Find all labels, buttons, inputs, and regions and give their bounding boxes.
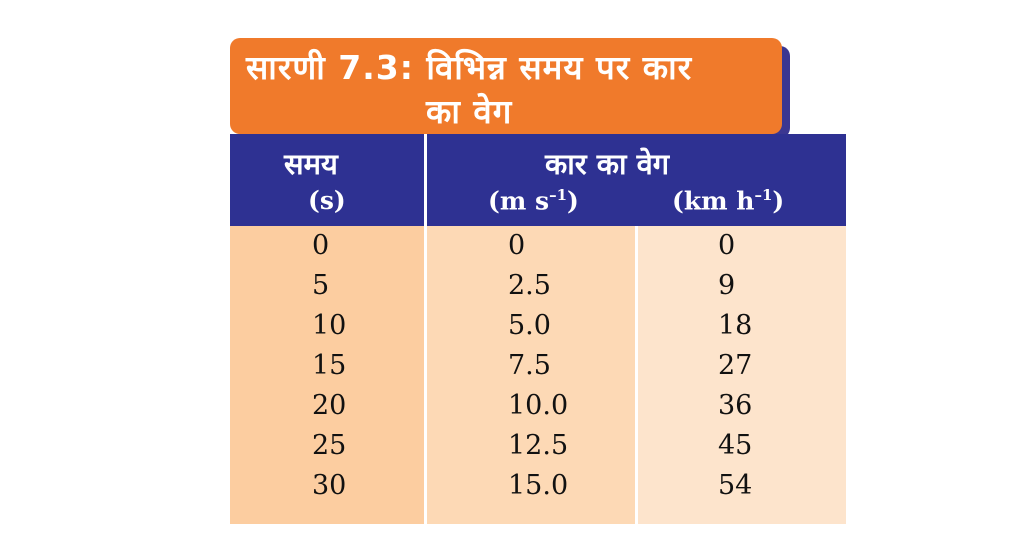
table-cell: 25 — [312, 430, 347, 461]
table-cell: 18 — [718, 310, 753, 341]
header-velocity-label: कार का वेग — [545, 147, 670, 181]
table-cell: 5 — [312, 270, 330, 301]
table-cell: 15 — [312, 350, 347, 381]
header-time-label: समय — [284, 147, 338, 181]
column-velocity-ms — [427, 226, 635, 524]
table-cell: 9 — [718, 270, 736, 301]
table-cell: 2.5 — [508, 270, 551, 301]
column-time — [230, 226, 424, 524]
table-cell: 27 — [718, 350, 753, 381]
header-divider — [424, 134, 427, 226]
table-cell: 54 — [718, 470, 753, 501]
table-cell: 30 — [312, 470, 347, 501]
column-velocity-kmh — [638, 226, 846, 524]
header-unit-kmh: (km h–1) — [672, 186, 785, 216]
table-cell: 12.5 — [508, 430, 569, 461]
table-cell: 45 — [718, 430, 753, 461]
table-cell: 7.5 — [508, 350, 551, 381]
caption-line-2: का वेग — [426, 92, 513, 131]
table-cell: 10.0 — [508, 390, 569, 421]
table-caption: सारणी 7.3: विभिन्न समय पर कार का वेग — [230, 38, 782, 134]
table-cell: 0 — [718, 230, 736, 261]
header-time-unit: (s) — [308, 186, 346, 215]
table-cell: 20 — [312, 390, 347, 421]
table-cell: 36 — [718, 390, 753, 421]
table-cell: 5.0 — [508, 310, 551, 341]
caption-line-1: सारणी 7.3: विभिन्न समय पर कार — [246, 48, 693, 87]
table-cell: 0 — [508, 230, 526, 261]
table-cell: 10 — [312, 310, 347, 341]
table-cell: 0 — [312, 230, 330, 261]
header-unit-ms: (m s–1) — [488, 186, 579, 216]
table-header: समय (s) कार का वेग (m s–1) (km h–1) — [230, 134, 846, 226]
table-cell: 15.0 — [508, 470, 569, 501]
